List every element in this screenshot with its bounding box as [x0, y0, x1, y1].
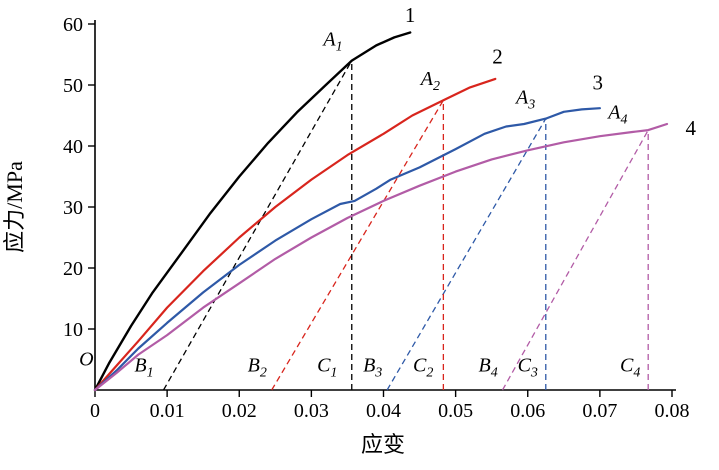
curve-label-4: 4 — [686, 116, 697, 140]
plot-area: 0 0.01 0.02 0.03 0.04 0.05 0.06 0.07 0.08 10 20 30 4… — [63, 3, 697, 422]
point-label-A3: A3 — [514, 86, 535, 112]
point-label-C1: C1 — [317, 355, 337, 381]
y-tick-label-30: 30 — [63, 197, 83, 219]
curve-label-1: 1 — [405, 3, 416, 27]
y-tick-label-60: 60 — [63, 14, 83, 36]
point-label-C2: C2 — [413, 355, 433, 381]
point-label-O: O — [79, 349, 93, 371]
point-label-B1: B1 — [134, 355, 153, 381]
y-tick-label-20: 20 — [63, 258, 83, 280]
y-tick-label-10: 10 — [63, 319, 83, 341]
x-tick-label-0.06: 0.06 — [510, 400, 545, 422]
x-tick-label-0.07: 0.07 — [582, 400, 617, 422]
curve-label-2: 2 — [492, 45, 503, 69]
x-axis-title: 应变 — [361, 432, 405, 457]
unload-line-B4-A4 — [501, 129, 649, 391]
curve-1 — [93, 31, 412, 392]
unload-line-B2-A2 — [271, 99, 444, 391]
x-tick-label-0.08: 0.08 — [655, 400, 690, 422]
unload-line-B1-A1 — [162, 60, 353, 391]
x-tick-label-0: 0 — [90, 400, 100, 422]
curve-3 — [93, 107, 602, 392]
point-label-B2: B2 — [248, 355, 267, 381]
y-tick-label-40: 40 — [63, 136, 83, 158]
y-tick-label-50: 50 — [63, 75, 83, 97]
point-label-A2: A2 — [419, 68, 440, 94]
point-label-A1: A1 — [321, 28, 342, 54]
x-tick-label-0.05: 0.05 — [438, 400, 473, 422]
curve-2 — [93, 77, 497, 392]
x-tick-label-0.04: 0.04 — [366, 400, 401, 422]
point-label-B4: B4 — [478, 355, 497, 381]
x-tick-label-0.01: 0.01 — [150, 400, 185, 422]
curve-4 — [93, 122, 669, 392]
unload-line-B3-A3 — [386, 118, 547, 391]
x-tick-label-0.03: 0.03 — [294, 400, 329, 422]
point-label-B3: B3 — [363, 355, 382, 381]
y-axis-title: 应力/MPa — [2, 161, 27, 253]
curve-label-3: 3 — [592, 70, 603, 94]
point-label-A4: A4 — [606, 102, 627, 128]
point-label-C4: C4 — [620, 355, 640, 381]
point-label-C3: C3 — [518, 355, 538, 381]
x-tick-label-0.02: 0.02 — [222, 400, 257, 422]
